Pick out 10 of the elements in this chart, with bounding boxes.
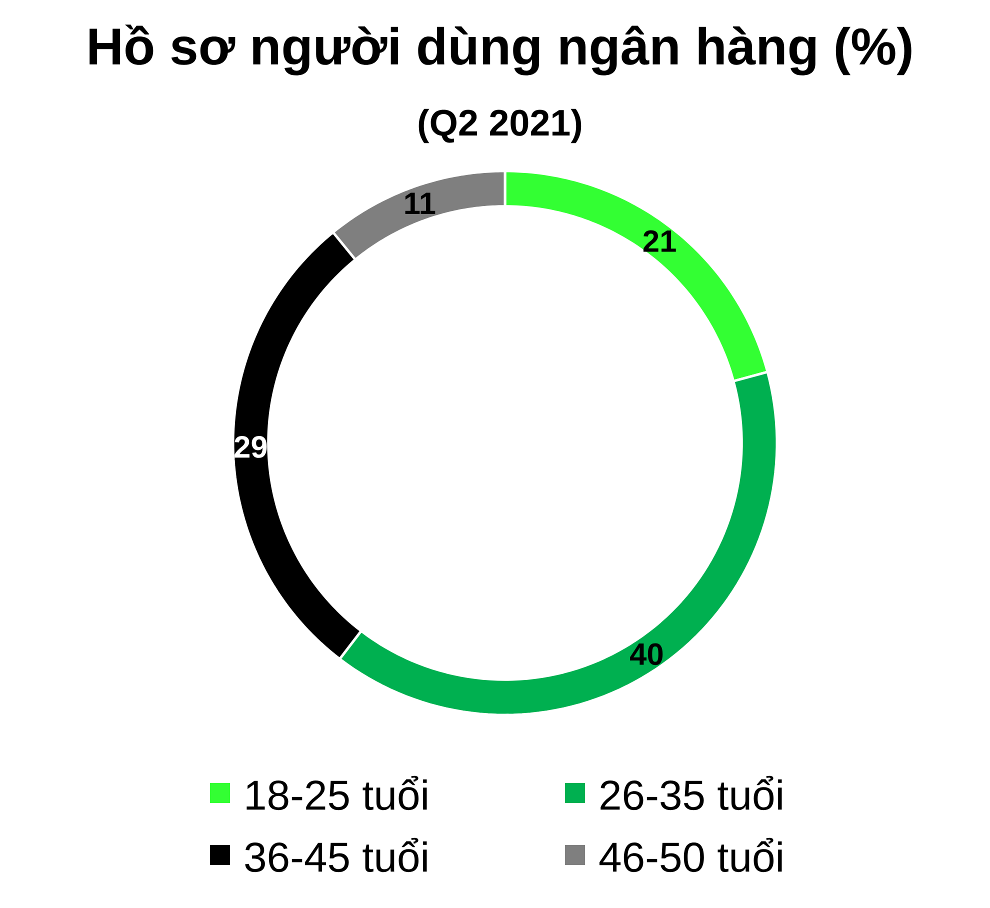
data-label: 40 [630, 643, 663, 666]
legend-label: 46-50 tuổi [599, 838, 782, 872]
chart-subtitle: (Q2 2021) [418, 108, 582, 144]
data-label: 21 [643, 230, 676, 252]
chart-title: Hồ sơ người dùng ngân hàng (%) [90, 24, 912, 76]
data-label: 11 [405, 192, 436, 214]
data-label: 29 [234, 436, 267, 458]
legend-label: 18-25 tuổi [246, 776, 427, 810]
legend-label: 36-45 tuổi [245, 838, 427, 872]
legend-label: 26-35 tuổi [600, 776, 782, 810]
